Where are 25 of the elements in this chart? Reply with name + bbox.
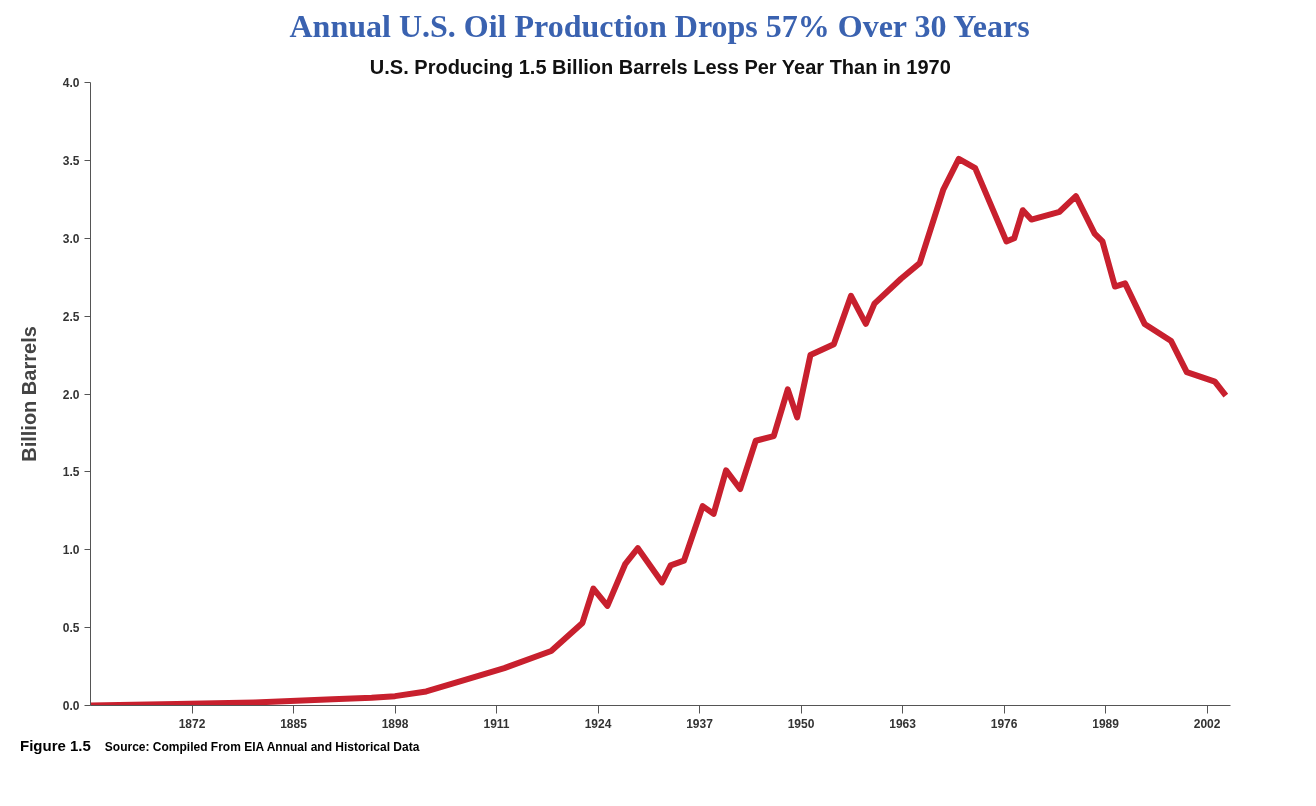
y-tick-label: 2.0 xyxy=(62,387,80,402)
x-tick-label: 1976 xyxy=(990,716,1018,731)
x-tick-label: 1911 xyxy=(483,716,510,731)
x-tick-label: 1872 xyxy=(178,716,206,731)
y-tick-label: 1.0 xyxy=(62,543,80,558)
x-tick-label: 1924 xyxy=(584,716,612,731)
chart-title: Annual U.S. Oil Production Drops 57% Over 30 Years xyxy=(289,7,1030,44)
x-tick-label: 1950 xyxy=(787,716,815,731)
y-axis-title: Billion Barrels xyxy=(17,326,40,462)
chart-subtitle: U.S. Producing 1.5 Billion Barrels Less Per Year Than in 1970 xyxy=(369,55,951,78)
y-tick-label: 1.5 xyxy=(62,465,80,480)
x-tick-label: 1898 xyxy=(381,716,409,731)
x-tick-label: 1937 xyxy=(686,716,714,731)
x-tick-label: 1989 xyxy=(1092,716,1120,731)
y-tick-label: 4.0 xyxy=(62,76,80,90)
x-tick-label: 2002 xyxy=(1193,716,1221,731)
y-tick-label: 3.5 xyxy=(62,153,80,168)
y-tick-label: 0.5 xyxy=(62,621,80,636)
y-tick-label: 0.0 xyxy=(62,699,80,713)
x-tick-label: 1963 xyxy=(889,716,917,731)
y-tick-label: 3.0 xyxy=(62,231,80,246)
y-tick-label: 2.5 xyxy=(62,309,80,324)
x-tick-label: 1885 xyxy=(280,716,308,731)
caption: Figure 1.5 xyxy=(20,737,91,754)
source-note: Source: Compiled From EIA Annual and Historical Data xyxy=(104,740,420,754)
